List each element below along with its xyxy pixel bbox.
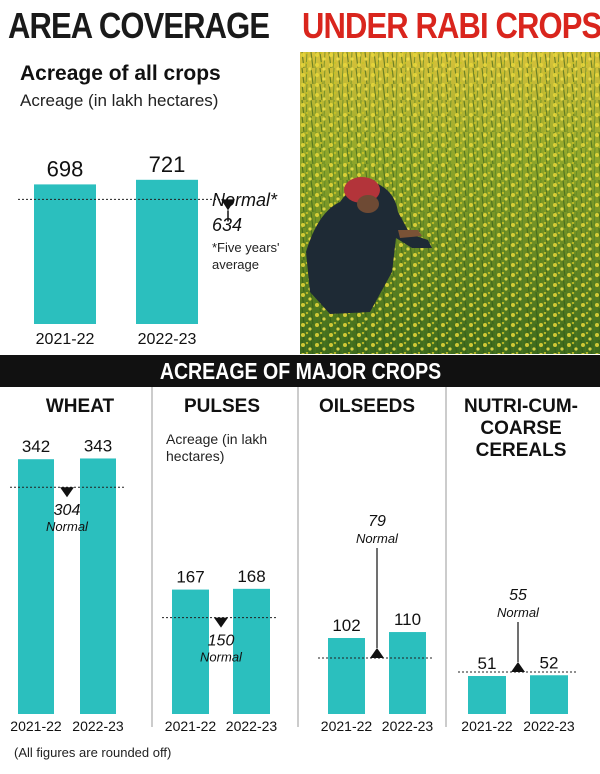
section-band-label: ACREAGE OF MAJOR CROPS: [159, 358, 441, 384]
normal-marker-icon: [60, 487, 74, 498]
normal-note-line-2: average: [212, 257, 259, 272]
normal-marker-icon: [511, 662, 525, 673]
oilseeds-title: OILSEEDS: [319, 396, 415, 417]
cereals-title-2: COARSE: [480, 418, 561, 439]
normal-label: Normal: [356, 531, 399, 546]
bar-value-label: 167: [176, 568, 204, 587]
bar-value-label: 343: [84, 436, 112, 455]
all-crops-chart: Acreage of all crops Acreage (in lakh he…: [18, 62, 280, 348]
bar-value-label: 698: [47, 156, 84, 181]
bar: [80, 458, 116, 714]
bar: [18, 459, 54, 714]
normal-label: Normal: [497, 605, 540, 620]
mustard-field-photo: [300, 52, 600, 354]
bar: [233, 588, 270, 714]
bar-value-label: 52: [540, 653, 559, 672]
header: AREA COVERAGE UNDER RABI CROPS: [0, 0, 600, 52]
cereals-title-3: CEREALS: [476, 440, 567, 461]
normal-marker-icon: [214, 617, 228, 628]
category-label: 2022-23: [138, 331, 197, 348]
bar: [389, 632, 426, 714]
pulses-subtitle-1: Acreage (in lakh: [166, 431, 267, 447]
title-part-1: AREA COVERAGE: [8, 5, 270, 46]
bar-value-label: 102: [332, 616, 360, 635]
footnote: (All figures are rounded off): [14, 745, 171, 760]
normal-value: 634: [212, 215, 242, 235]
category-label: 2022-23: [226, 718, 278, 734]
category-label: 2021-22: [36, 331, 95, 348]
normal-label: Normal*: [212, 190, 278, 210]
category-label: 2021-22: [165, 718, 217, 734]
category-label: 2021-22: [10, 718, 62, 734]
normal-value: 304: [54, 502, 81, 519]
title-part-2: UNDER RABI CROPS: [302, 5, 600, 46]
bar: [468, 676, 506, 714]
normal-note-line-1: *Five years': [212, 240, 280, 255]
bar: [34, 184, 96, 324]
category-label: 2022-23: [72, 718, 124, 734]
section-band: ACREAGE OF MAJOR CROPS: [0, 355, 600, 387]
bar-value-label: 168: [237, 567, 265, 586]
category-label: 2022-23: [382, 718, 434, 734]
pulses-title: PULSES: [184, 396, 260, 417]
category-label: 2021-22: [461, 718, 513, 734]
category-label: 2022-23: [523, 718, 575, 734]
normal-value: 150: [208, 633, 235, 650]
major-crops-charts: WHEAT PULSES Acreage (in lakh hectares) …: [10, 387, 578, 760]
bar-value-label: 721: [149, 152, 186, 177]
normal-label: Normal: [200, 650, 243, 665]
wheat-title: WHEAT: [46, 396, 115, 417]
normal-label: Normal: [46, 519, 89, 534]
pulses-subtitle-2: hectares): [166, 448, 224, 464]
farmer-figure: [306, 177, 432, 314]
normal-value: 79: [368, 513, 386, 530]
bar: [136, 179, 198, 324]
all-crops-title: Acreage of all crops: [20, 62, 221, 85]
bar-value-label: 342: [22, 437, 50, 456]
bar: [172, 589, 209, 714]
normal-value: 55: [509, 587, 527, 604]
category-label: 2021-22: [321, 718, 373, 734]
cereals-title-1: NUTRI-CUM-: [464, 396, 578, 417]
bar: [530, 675, 568, 714]
normal-marker-icon: [370, 648, 384, 659]
bar-value-label: 51: [478, 654, 497, 673]
all-crops-subtitle: Acreage (in lakh hectares): [20, 91, 218, 110]
bar-value-label: 110: [394, 610, 421, 629]
normal-marker-icon: [221, 199, 235, 211]
bar: [328, 638, 365, 714]
